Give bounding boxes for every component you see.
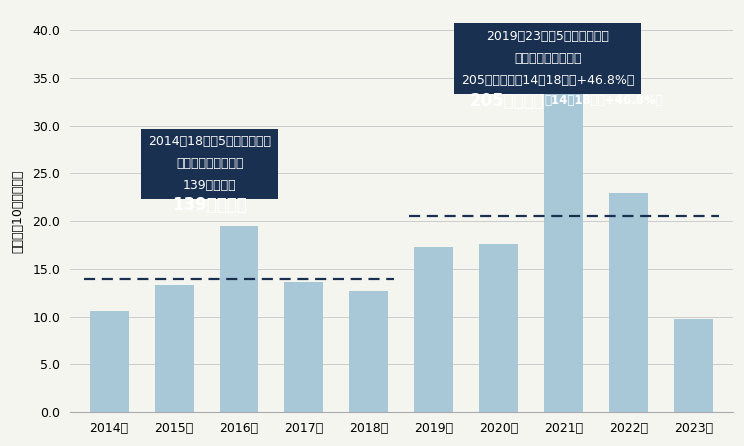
Bar <box>479 244 519 412</box>
Bar <box>219 226 258 412</box>
Text: （14～18年比+46.8%）: （14～18年比+46.8%） <box>545 95 664 107</box>
Text: 139億米ドル: 139億米ドル <box>173 196 247 215</box>
Bar <box>284 282 324 412</box>
Y-axis label: 投資額（10億米ドル）: 投資額（10億米ドル） <box>11 170 24 253</box>
Bar <box>350 291 388 412</box>
Text: 2014～18年の5年間における
投資額の平均値は、
139億米ドル: 2014～18年の5年間における 投資額の平均値は、 139億米ドル <box>148 136 272 192</box>
Bar <box>545 77 583 412</box>
Bar <box>414 247 453 412</box>
Text: 205億米ドル: 205億米ドル <box>470 92 545 110</box>
Bar <box>609 193 649 412</box>
Bar <box>155 285 193 412</box>
Bar <box>674 318 713 412</box>
Text: 2019～23年の5年間における
投資額の平均値は、
205億米ドル（14～18年比+46.8%）: 2019～23年の5年間における 投資額の平均値は、 205億米ドル（14～18… <box>461 30 635 87</box>
Bar <box>89 311 129 412</box>
